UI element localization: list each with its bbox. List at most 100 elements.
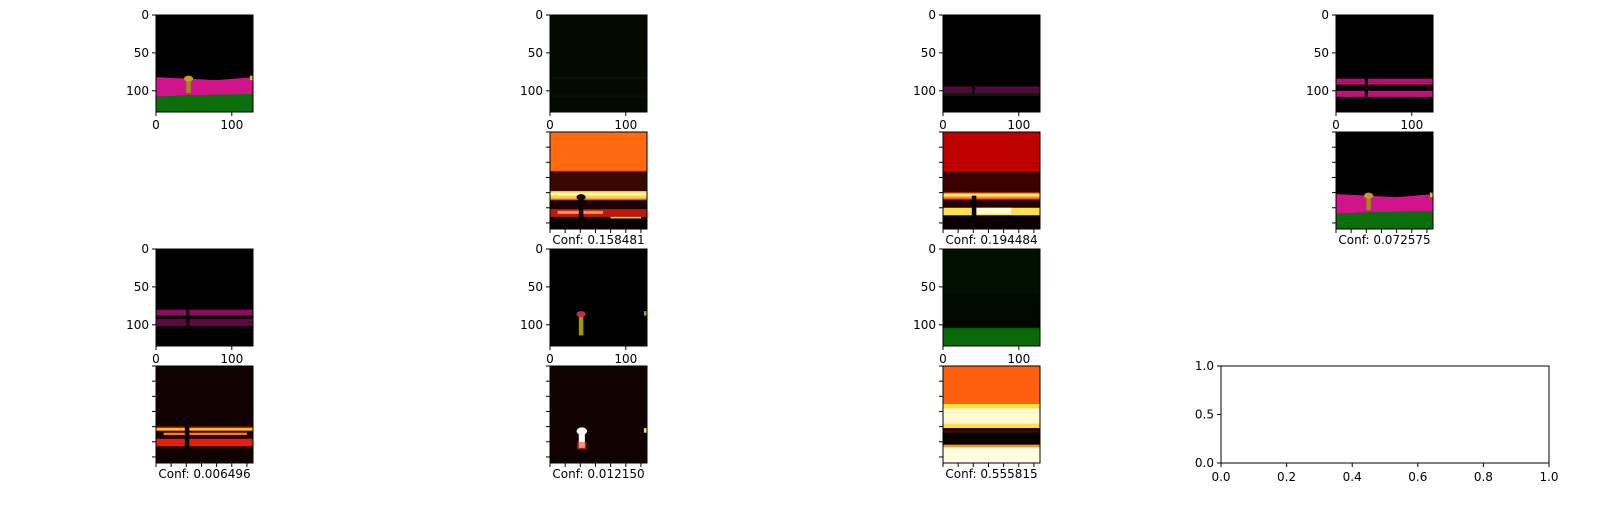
image-region [550,15,647,113]
axes-frame [549,14,648,113]
image-region [550,366,647,463]
image-panel-heatmap-orange: Conf: 0.158481 [546,131,648,247]
y-tick-label: 50 [921,280,936,294]
image-region [578,195,584,219]
image-region [550,192,647,196]
image-panel-channel-magenta-thin: 0 100 0 50 100 [913,8,1041,132]
image-content [550,132,647,229]
image-region [1336,90,1433,97]
image-region [943,93,1040,97]
image-region [184,75,194,82]
y-tick-label: 0 [535,242,543,256]
image-region [1364,77,1368,99]
y-tick-label: 0.0 [1195,456,1214,470]
x-tick-label: 0 [939,118,947,132]
image-region [943,444,1040,448]
x-tick-label: 100 [1007,118,1030,132]
image-region [578,314,584,336]
image-region [576,311,586,318]
image-panel-heatmap-dark-pole: Conf: 0.012150 [546,365,648,481]
y-tick-label: 50 [528,46,543,60]
image-region [1336,78,1433,85]
x-tick-label: 100 [1400,118,1423,132]
image-content [550,366,647,463]
image-region [1336,15,1433,113]
y-tick-label: 100 [520,84,543,98]
confidence-label: Conf: 0.012150 [552,467,644,481]
y-tick-label: 1.0 [1195,359,1214,373]
image-content [1336,132,1433,229]
y-tick-label: 0 [1321,8,1329,22]
axes-frame [549,365,648,464]
image-panel-channel-magenta-double: 0 100 0 50 100 [1306,8,1434,132]
image-region [943,86,1040,94]
x-tick-label: 0.2 [1277,470,1296,484]
image-region [156,438,253,447]
y-tick-label: 0 [928,242,936,256]
axes-frame [155,14,254,113]
y-tick-label: 100 [1306,84,1329,98]
axes-frame [155,248,254,347]
image-content [156,366,253,463]
x-tick-label: 0 [152,118,160,132]
image-region [971,84,975,96]
image-region [943,429,1040,433]
image-region [943,171,1040,193]
x-tick-label: 1.0 [1539,470,1558,484]
image-region [610,216,641,219]
y-tick-label: 0 [928,8,936,22]
x-tick-label: 0 [939,352,947,366]
x-tick-label: 0.4 [1343,470,1362,484]
axes-frame [1335,14,1434,113]
axes-frame [155,365,254,464]
y-tick-label: 0 [141,8,149,22]
image-region [249,75,253,81]
image-region [943,428,1040,448]
confidence-label: Conf: 0.006496 [158,467,250,481]
x-tick-label: 0 [152,352,160,366]
image-region [576,427,588,435]
axes-frame [549,248,648,347]
image-content [943,15,1040,113]
image-panel-channel-green: 0 100 0 50 100 [520,8,648,132]
image-region [943,200,1040,208]
image-region [943,408,1040,424]
axes-frame [942,248,1041,347]
y-tick-label: 100 [913,318,936,332]
image-region [943,327,1040,331]
y-tick-label: 0 [535,8,543,22]
image-region [156,309,253,316]
image-region [943,215,1040,229]
x-tick-label: 0.6 [1408,470,1427,484]
image-region [550,200,647,210]
image-region [943,15,1040,113]
image-region [156,434,253,439]
y-tick-label: 100 [126,318,149,332]
confidence-label: Conf: 0.072575 [1338,233,1430,247]
image-panel-heatmap-bright: Conf: 0.555815 [939,365,1041,481]
image-region [1366,194,1371,211]
image-region [156,318,253,327]
x-tick-label: 100 [614,352,637,366]
image-region [973,207,1012,214]
y-tick-label: 0.5 [1195,408,1214,422]
confidence-label: Conf: 0.194484 [945,233,1037,247]
image-region [550,171,647,192]
y-tick-label: 100 [126,84,149,98]
image-panel-channel-yellow-pole: 0 100 0 50 100 [520,242,648,366]
image-content [156,15,253,113]
image-region [578,432,585,448]
y-tick-label: 50 [921,46,936,60]
image-content [943,249,1040,346]
empty-axes-panel: 0.0 0.2 0.4 0.6 0.8 1.0 0.0 0.5 1.0 [1195,359,1559,484]
confidence-label: Conf: 0.158481 [552,233,644,247]
x-tick-label: 0.0 [1211,470,1230,484]
axes-frame [942,365,1041,464]
image-region [643,311,647,316]
x-tick-label: 100 [614,118,637,132]
x-tick-label: 100 [220,118,243,132]
y-tick-label: 100 [520,318,543,332]
image-region [576,194,586,201]
image-panel-channel-green-floor: 0 100 0 50 100 [913,242,1041,366]
